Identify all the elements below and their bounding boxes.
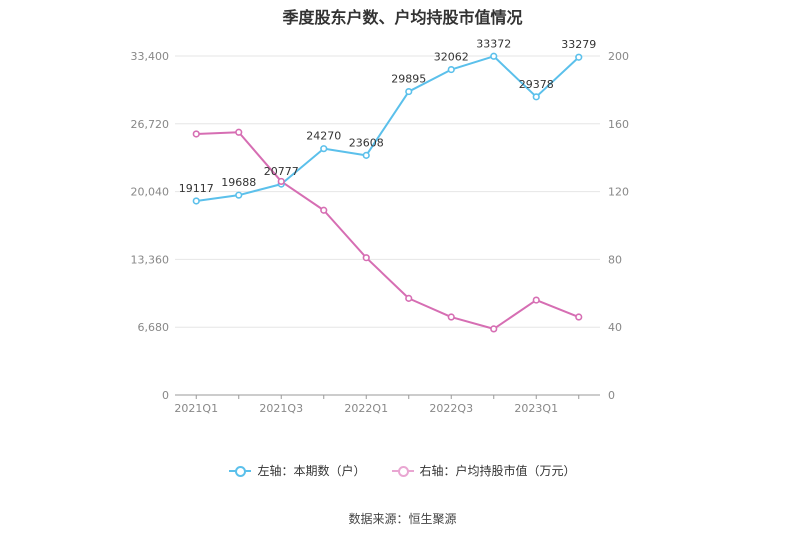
legend-label-households: 左轴：本期数（户） <box>257 464 366 478</box>
households-point <box>532 93 540 101</box>
legend-item-households[interactable]: 左轴：本期数（户） <box>229 462 366 479</box>
avg-value-point <box>362 254 370 262</box>
avg-value-point <box>235 128 243 136</box>
households-point <box>320 145 328 153</box>
avg-value-point <box>277 177 285 186</box>
households-point <box>405 87 413 96</box>
y-right-tick-label: 40 <box>608 321 622 334</box>
households-point <box>447 65 455 74</box>
y-left-tick-label: 20,040 <box>131 186 170 199</box>
y-right-tick-label: 160 <box>608 118 629 131</box>
households-data-label: 20777 <box>264 165 299 178</box>
avg-value-point <box>490 325 498 333</box>
households-data-label: 19688 <box>221 176 256 189</box>
households-point <box>575 53 583 61</box>
x-tick-label: 2021Q1 <box>174 402 218 415</box>
y-left-tick-label: 13,360 <box>131 253 170 266</box>
x-tick-label: 2023Q1 <box>514 402 558 415</box>
legend-swatch-avg-value <box>391 465 414 477</box>
y-right-tick-label: 0 <box>608 389 615 402</box>
households-data-label: 32062 <box>434 51 469 64</box>
x-tick-label: 2022Q1 <box>344 402 388 415</box>
y-right-tick-label: 120 <box>608 186 629 199</box>
x-tick-label: 2021Q3 <box>259 402 303 415</box>
avg-value-point <box>575 313 583 321</box>
y-right-tick-label: 80 <box>608 253 622 266</box>
avg-value-point <box>447 313 455 321</box>
y-right-tick-label: 200 <box>608 50 629 63</box>
y-left-tick-label: 26,720 <box>131 118 170 131</box>
households-point <box>362 151 370 159</box>
legend-swatch-households <box>229 465 252 477</box>
households-point <box>490 52 498 60</box>
y-left-tick-label: 33,400 <box>131 50 170 63</box>
legend: 左轴：本期数（户） 右轴：户均持股市值（万元） <box>0 462 805 479</box>
avg-value-point <box>405 294 413 302</box>
households-data-label: 19117 <box>179 182 214 195</box>
avg-value-point <box>192 130 200 138</box>
avg-value-point <box>532 296 540 304</box>
avg-value-point <box>320 206 328 214</box>
data-source: 数据来源：恒生聚源 <box>348 512 457 526</box>
households-point <box>235 191 243 199</box>
households-point <box>192 197 200 205</box>
y-left-tick-label: 6,680 <box>138 321 170 334</box>
households-data-label: 33279 <box>561 38 596 51</box>
households-data-label: 33372 <box>476 37 511 50</box>
legend-item-avg-value[interactable]: 右轴：户均持股市值（万元） <box>391 462 576 479</box>
x-tick-label: 2022Q3 <box>429 402 473 415</box>
households-data-label: 29895 <box>391 73 426 86</box>
households-data-label: 29378 <box>519 78 554 91</box>
chart-title: 季度股东户数、户均持股市值情况 <box>282 8 523 27</box>
households-data-label: 23608 <box>349 136 384 149</box>
series-avg-value-line <box>196 131 580 330</box>
households-data-label: 24270 <box>306 130 341 143</box>
series-households-line <box>196 55 580 202</box>
y-left-tick-label: 0 <box>162 389 169 402</box>
legend-label-avg-value: 右轴：户均持股市值（万元） <box>419 464 576 478</box>
